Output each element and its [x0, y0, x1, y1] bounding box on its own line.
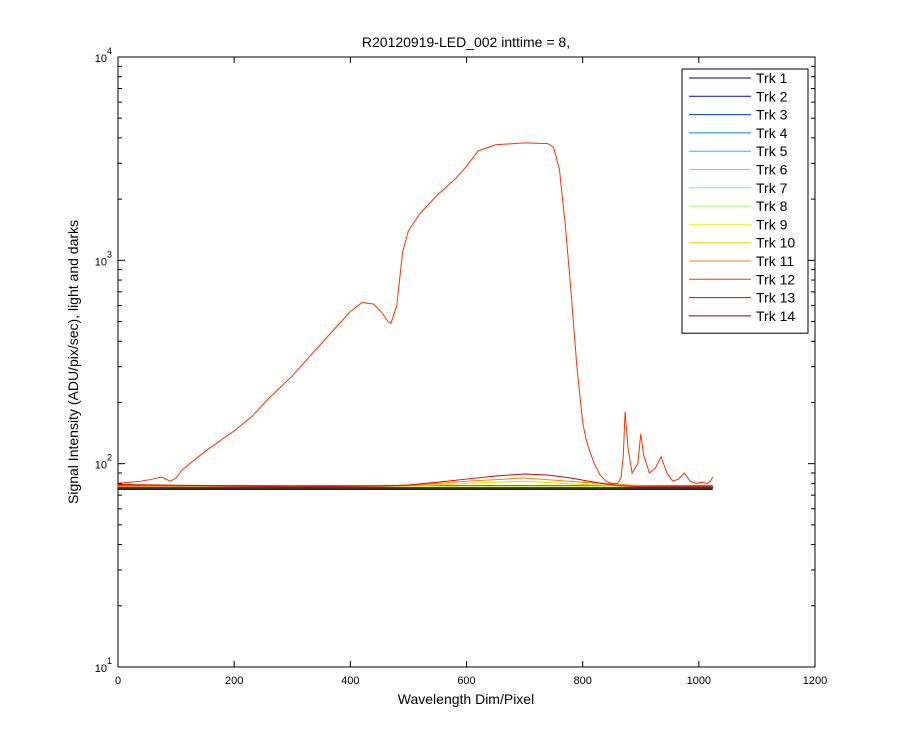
y-axis-label: Signal Intensity (ADU/pix/sec), light an…: [65, 220, 81, 504]
series-line-trk-13: [118, 473, 713, 488]
series-line-trk-12: [118, 142, 714, 484]
plot-area: [117, 56, 816, 668]
legend-label: Trk 1: [756, 70, 788, 86]
legend-label: Trk 10: [756, 235, 795, 251]
series-group: [118, 142, 714, 490]
y-tick-exponent: 1: [107, 656, 112, 666]
y-tick-label: 10: [95, 460, 107, 472]
x-tick-label: 800: [573, 675, 591, 687]
x-tick-label: 1000: [687, 675, 711, 687]
chart-title: R20120919-LED_002 inttime = 8,: [362, 34, 570, 50]
legend-label: Trk 3: [756, 107, 788, 123]
x-axis-label: Wavelength Dim/Pixel: [398, 691, 534, 707]
y-tick-exponent: 4: [107, 46, 112, 56]
legend-label: Trk 2: [756, 88, 788, 104]
legend-label: Trk 9: [756, 216, 788, 232]
y-tick-label: 10: [95, 663, 107, 675]
x-tick-label: 1200: [803, 675, 827, 687]
x-tick-label: 600: [457, 675, 475, 687]
legend-label: Trk 6: [756, 162, 788, 178]
legend-label: Trk 5: [756, 143, 788, 159]
legend-label: Trk 11: [756, 253, 794, 269]
legend-label: Trk 4: [756, 125, 788, 141]
x-tick-label: 400: [341, 675, 359, 687]
y-tick-label: 10: [95, 256, 107, 268]
x-tick-label: 200: [225, 675, 243, 687]
y-tick-exponent: 3: [107, 249, 112, 259]
legend-label: Trk 12: [756, 271, 795, 287]
legend-label: Trk 13: [756, 290, 795, 306]
legend-label: Trk 8: [756, 198, 788, 214]
x-tick-label: 0: [115, 675, 121, 687]
y-tick-label: 10: [95, 53, 107, 65]
legend: Trk 1 Trk 2 Trk 3 Trk 4 Trk 5 Trk 6 Trk 7 Trk 8…: [681, 68, 809, 334]
legend-label: Trk 14: [756, 308, 795, 324]
legend-box: [681, 68, 809, 334]
y-tick-exponent: 2: [107, 453, 112, 463]
legend-label: Trk 7: [756, 180, 788, 196]
